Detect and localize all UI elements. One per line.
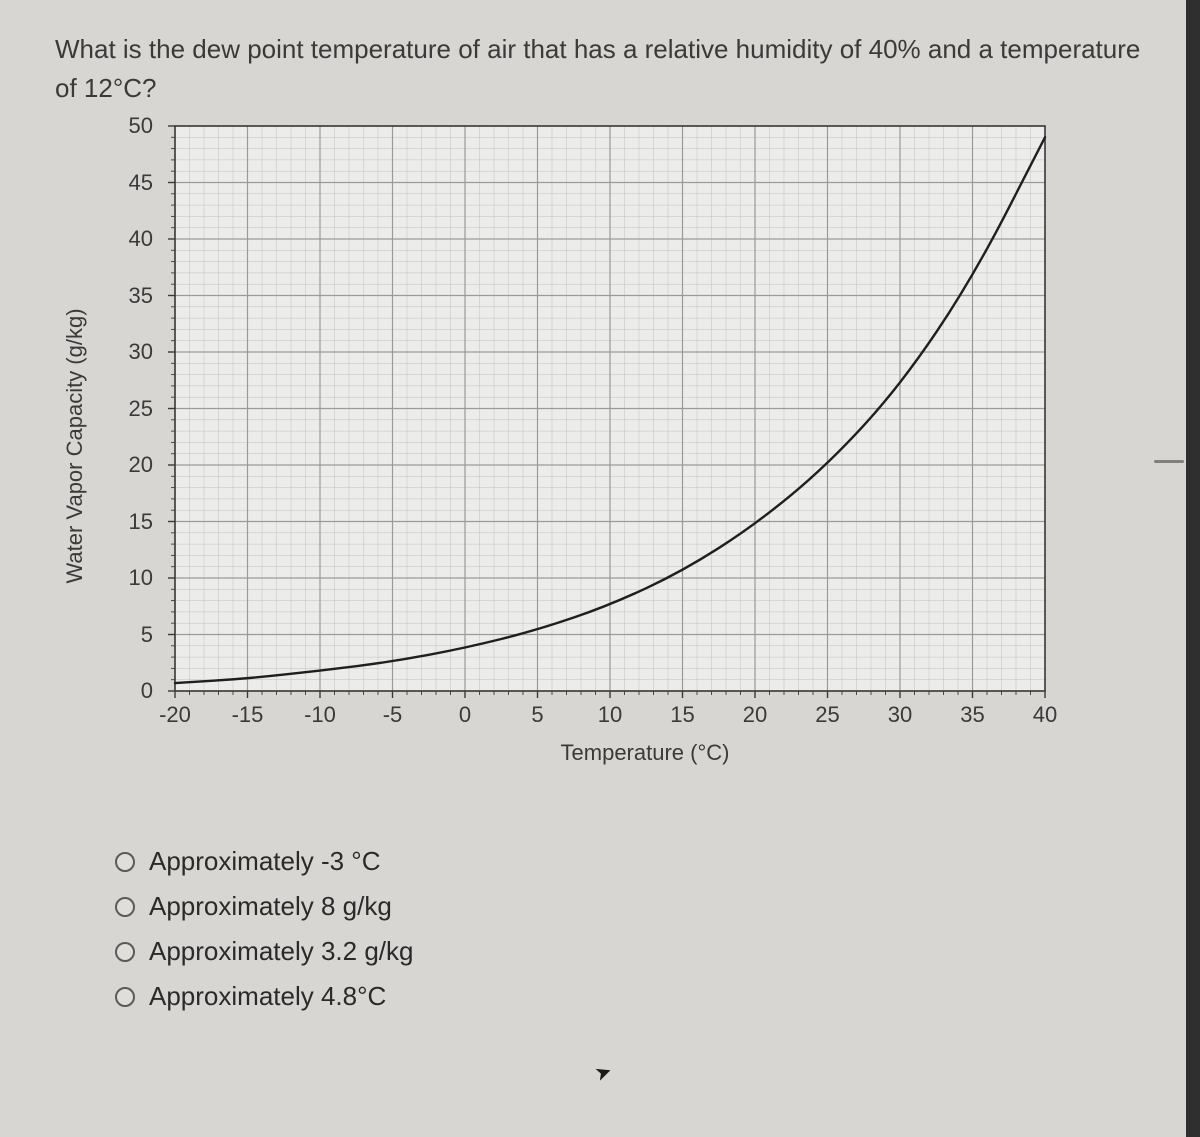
chart-container: Water Vapor Capacity (g/kg) 051015202530… [115,126,1115,766]
x-tick-label: 10 [598,702,622,728]
mouse-cursor-icon: ➤ [591,1058,615,1087]
question-page: What is the dew point temperature of air… [0,0,1200,1056]
radio-icon[interactable] [115,897,135,917]
chart-plot-area: 05101520253035404550 [175,126,1115,696]
x-tick-label: 40 [1033,702,1057,728]
radio-icon[interactable] [115,852,135,872]
side-tick-mark [1154,460,1184,463]
y-tick-label: 35 [129,283,163,309]
answer-option[interactable]: Approximately 3.2 g/kg [115,936,1150,967]
y-tick-label: 30 [129,339,163,365]
y-tick-label: 45 [129,170,163,196]
y-tick-label: 15 [129,509,163,535]
x-tick-label: -20 [159,702,191,728]
x-tick-label: 15 [670,702,694,728]
page-right-border [1186,0,1200,1137]
y-tick-label: 0 [141,678,163,704]
x-tick-label: 30 [888,702,912,728]
y-axis-label: Water Vapor Capacity (g/kg) [62,308,88,583]
x-axis-label: Temperature (°C) [115,740,1115,766]
x-tick-label: -15 [232,702,264,728]
answer-options: Approximately -3 °C Approximately 8 g/kg… [115,846,1150,1012]
chart-svg [175,126,1045,691]
x-tick-label: -5 [383,702,403,728]
option-label: Approximately -3 °C [149,846,380,877]
y-tick-label: 5 [141,622,163,648]
radio-icon[interactable] [115,942,135,962]
y-tick-label: 10 [129,565,163,591]
y-tick-label: 50 [129,113,163,139]
answer-option[interactable]: Approximately 4.8°C [115,981,1150,1012]
x-tick-label: 35 [960,702,984,728]
x-tick-labels: -20-15-10-50510152025303540 [175,696,1045,730]
y-tick-label: 25 [129,396,163,422]
y-tick-label: 40 [129,226,163,252]
answer-option[interactable]: Approximately 8 g/kg [115,891,1150,922]
question-text: What is the dew point temperature of air… [55,30,1150,108]
y-tick-label: 20 [129,452,163,478]
x-tick-label: 0 [459,702,471,728]
x-tick-label: 20 [743,702,767,728]
radio-icon[interactable] [115,987,135,1007]
x-tick-label: 25 [815,702,839,728]
option-label: Approximately 4.8°C [149,981,386,1012]
option-label: Approximately 8 g/kg [149,891,392,922]
x-tick-label: -10 [304,702,336,728]
x-tick-label: 5 [531,702,543,728]
option-label: Approximately 3.2 g/kg [149,936,413,967]
answer-option[interactable]: Approximately -3 °C [115,846,1150,877]
